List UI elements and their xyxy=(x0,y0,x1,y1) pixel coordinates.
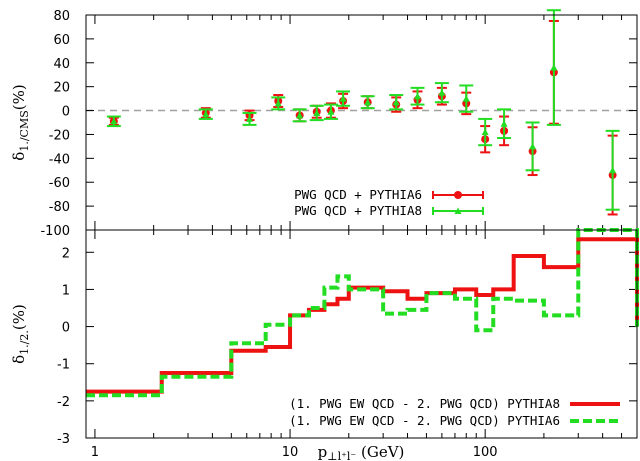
series-pythia8 xyxy=(106,9,620,211)
data-point xyxy=(339,95,347,102)
y-tick-label: 60 xyxy=(53,33,70,48)
x-tick-label: 100 xyxy=(473,445,498,460)
step-line-pythia6 xyxy=(86,228,639,398)
data-point xyxy=(609,166,617,174)
y-tick-label: 0 xyxy=(62,321,70,336)
y-tick-label: 2 xyxy=(62,246,70,261)
x-tick-label: 10 xyxy=(282,445,299,460)
y-tick-label: -3 xyxy=(57,432,70,447)
y-tick-label: -2 xyxy=(57,395,70,410)
y-tick-label: 20 xyxy=(53,81,70,96)
data-point xyxy=(500,120,508,127)
y-tick-label: -1 xyxy=(57,358,70,373)
data-point xyxy=(246,115,254,122)
data-point xyxy=(529,142,537,150)
legend-label: PWG QCD + PYTHIA8 xyxy=(294,203,422,218)
data-point xyxy=(296,111,304,119)
data-point xyxy=(414,92,422,100)
bottom-panel-frame xyxy=(85,229,638,439)
y-tick-label: -20 xyxy=(49,128,70,143)
legend-marker xyxy=(454,207,462,214)
x-axis-title: p⊥l⁺l⁻ (GeV) xyxy=(318,443,405,461)
data-point xyxy=(274,99,282,107)
data-point xyxy=(462,95,470,102)
data-point xyxy=(110,117,118,125)
series-pythia6 xyxy=(108,19,618,216)
y-tick-label: -100 xyxy=(40,224,70,239)
data-point xyxy=(327,108,335,115)
legend-label: (1. PWG EW QCD - 2. PWG QCD) PYTHIA8 xyxy=(289,396,560,411)
data-point xyxy=(550,64,558,71)
data-point xyxy=(364,98,372,106)
x-axis-title-text: p⊥l⁺l⁻ (GeV) xyxy=(318,443,405,461)
data-point xyxy=(481,128,489,136)
y-tick-label: 1 xyxy=(62,283,70,298)
legend-label: (1. PWG EW QCD - 2. PWG QCD) PYTHIA6 xyxy=(289,413,560,428)
bottom-panel: 1 10 100 -3 -2 -1 0 1 2 δ1./2.(%) (1. PWG EW QCD -… xyxy=(10,228,639,460)
data-point xyxy=(313,109,321,116)
data-point xyxy=(438,89,446,96)
legend-marker xyxy=(454,191,462,199)
y-tick-label: 80 xyxy=(53,9,70,24)
y-axis-title: δ1./2.(%) xyxy=(10,304,31,364)
y-axis-title: δ1./CMS(%) xyxy=(10,84,31,160)
legend-label: PWG QCD + PYTHIA6 xyxy=(294,187,422,202)
legend: (1. PWG EW QCD - 2. PWG QCD) PYTHIA8 (1. … xyxy=(289,396,620,428)
y-tick-label: -80 xyxy=(49,200,70,215)
top-panel: -100 -80 -60 -40 -20 0 20 40 60 80 δ1./CMS(%) PWG Q… xyxy=(10,9,638,239)
y-tick-label: 0 xyxy=(62,105,70,120)
x-tick-label: 1 xyxy=(91,445,99,460)
y-tick-label: -40 xyxy=(49,152,70,167)
data-point xyxy=(392,98,400,106)
y-tick-label: -60 xyxy=(49,176,70,191)
y-tick-label: 40 xyxy=(53,57,70,72)
data-point xyxy=(202,110,210,118)
